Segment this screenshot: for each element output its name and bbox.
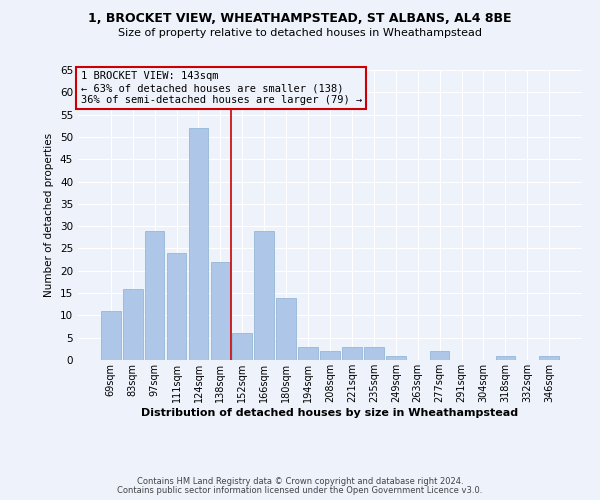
Bar xyxy=(188,128,208,360)
Y-axis label: Number of detached properties: Number of detached properties xyxy=(44,133,55,297)
X-axis label: Distribution of detached houses by size in Wheathampstead: Distribution of detached houses by size … xyxy=(142,408,518,418)
Bar xyxy=(167,253,187,360)
Text: 1 BROCKET VIEW: 143sqm
← 63% of detached houses are smaller (138)
36% of semi-de: 1 BROCKET VIEW: 143sqm ← 63% of detached… xyxy=(80,72,362,104)
Bar xyxy=(211,262,230,360)
Bar xyxy=(123,288,143,360)
Bar xyxy=(430,351,449,360)
Bar xyxy=(101,311,121,360)
Text: Contains public sector information licensed under the Open Government Licence v3: Contains public sector information licen… xyxy=(118,486,482,495)
Bar xyxy=(276,298,296,360)
Text: Contains HM Land Registry data © Crown copyright and database right 2024.: Contains HM Land Registry data © Crown c… xyxy=(137,477,463,486)
Text: 1, BROCKET VIEW, WHEATHAMPSTEAD, ST ALBANS, AL4 8BE: 1, BROCKET VIEW, WHEATHAMPSTEAD, ST ALBA… xyxy=(88,12,512,26)
Bar xyxy=(298,346,318,360)
Bar xyxy=(254,230,274,360)
Bar xyxy=(232,333,252,360)
Bar xyxy=(364,346,384,360)
Bar xyxy=(386,356,406,360)
Bar xyxy=(496,356,515,360)
Bar xyxy=(342,346,362,360)
Bar xyxy=(320,351,340,360)
Text: Size of property relative to detached houses in Wheathampstead: Size of property relative to detached ho… xyxy=(118,28,482,38)
Bar xyxy=(145,230,164,360)
Bar xyxy=(539,356,559,360)
